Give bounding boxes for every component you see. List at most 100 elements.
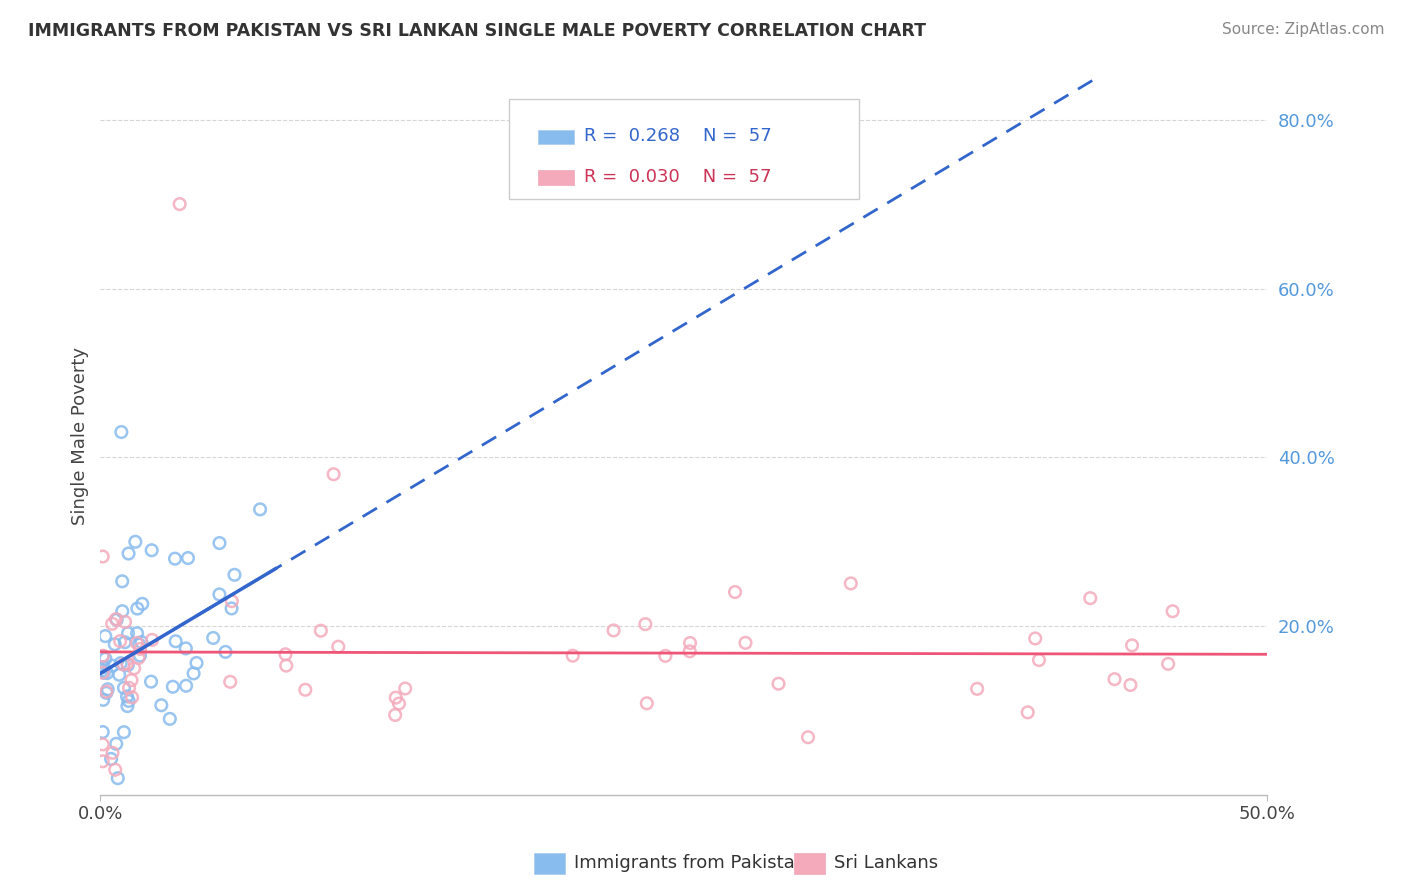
FancyBboxPatch shape	[537, 170, 574, 185]
Point	[114, 635, 136, 649]
Point	[111, 574, 134, 589]
Point	[1028, 653, 1050, 667]
Point	[129, 642, 152, 657]
Point	[124, 534, 146, 549]
Point	[128, 637, 150, 651]
Point	[91, 664, 114, 678]
Point	[110, 425, 132, 439]
Point	[1121, 638, 1143, 652]
Point	[328, 640, 350, 654]
Point	[121, 673, 143, 688]
Point	[117, 657, 139, 671]
Point	[1017, 706, 1039, 720]
Point	[110, 656, 132, 670]
Point	[91, 693, 114, 707]
Point	[100, 752, 122, 766]
Point	[112, 657, 135, 672]
Point	[104, 763, 127, 777]
Point	[734, 636, 756, 650]
Point	[101, 658, 124, 673]
Point	[634, 617, 657, 632]
Text: Immigrants from Pakistan: Immigrants from Pakistan	[574, 855, 806, 872]
Point	[112, 725, 135, 739]
Point	[385, 690, 408, 705]
Point	[104, 612, 127, 626]
Point	[141, 632, 163, 647]
Point	[101, 746, 124, 760]
Point	[249, 502, 271, 516]
Point	[174, 679, 197, 693]
Point	[105, 737, 128, 751]
FancyBboxPatch shape	[537, 130, 574, 145]
Point	[131, 635, 153, 649]
Point	[162, 680, 184, 694]
Point	[108, 634, 131, 648]
Point	[768, 676, 790, 690]
Point	[91, 648, 114, 663]
Point	[388, 697, 411, 711]
Point	[96, 684, 118, 698]
Point	[221, 601, 243, 615]
Point	[121, 690, 143, 705]
Point	[177, 551, 200, 566]
Point	[93, 660, 115, 674]
Point	[294, 682, 316, 697]
Point	[94, 651, 117, 665]
Point	[384, 708, 406, 723]
Point	[125, 626, 148, 640]
Point	[679, 636, 702, 650]
Point	[107, 771, 129, 785]
Point	[94, 629, 117, 643]
Point	[127, 601, 149, 615]
Point	[602, 624, 624, 638]
Point	[322, 467, 344, 482]
Point	[131, 597, 153, 611]
Point	[309, 624, 332, 638]
Point	[163, 551, 186, 566]
Point	[159, 712, 181, 726]
Point	[1024, 632, 1046, 646]
Point	[91, 725, 114, 739]
Point	[1119, 678, 1142, 692]
Point	[101, 616, 124, 631]
Point	[108, 667, 131, 681]
Point	[129, 648, 152, 663]
Point	[118, 694, 141, 708]
Text: Source: ZipAtlas.com: Source: ZipAtlas.com	[1222, 22, 1385, 37]
Point	[839, 576, 862, 591]
Point	[93, 665, 115, 680]
FancyBboxPatch shape	[509, 99, 859, 200]
Point	[202, 631, 225, 645]
Point	[186, 656, 208, 670]
Point	[224, 567, 246, 582]
Y-axis label: Single Male Poverty: Single Male Poverty	[72, 347, 89, 525]
Point	[104, 637, 127, 651]
Point	[117, 658, 139, 673]
Point	[1161, 604, 1184, 618]
Text: Sri Lankans: Sri Lankans	[834, 855, 938, 872]
Point	[966, 681, 988, 696]
Point	[118, 681, 141, 695]
Text: IMMIGRANTS FROM PAKISTAN VS SRI LANKAN SINGLE MALE POVERTY CORRELATION CHART: IMMIGRANTS FROM PAKISTAN VS SRI LANKAN S…	[28, 22, 927, 40]
Point	[139, 674, 162, 689]
Point	[141, 543, 163, 558]
Text: R =  0.030    N =  57: R = 0.030 N = 57	[585, 168, 772, 186]
Point	[117, 626, 139, 640]
Point	[208, 536, 231, 550]
Point	[97, 682, 120, 697]
Point	[208, 587, 231, 601]
Point	[91, 649, 114, 664]
Point	[679, 644, 702, 658]
Point	[117, 547, 139, 561]
Point	[91, 549, 114, 564]
Point	[128, 651, 150, 665]
Point	[96, 686, 118, 700]
Text: R =  0.268    N =  57: R = 0.268 N = 57	[585, 128, 772, 145]
Point	[150, 698, 173, 713]
Point	[125, 636, 148, 650]
Point	[1078, 591, 1101, 606]
Point	[165, 634, 187, 648]
Point	[219, 674, 242, 689]
Point	[1157, 657, 1180, 671]
Point	[214, 645, 236, 659]
